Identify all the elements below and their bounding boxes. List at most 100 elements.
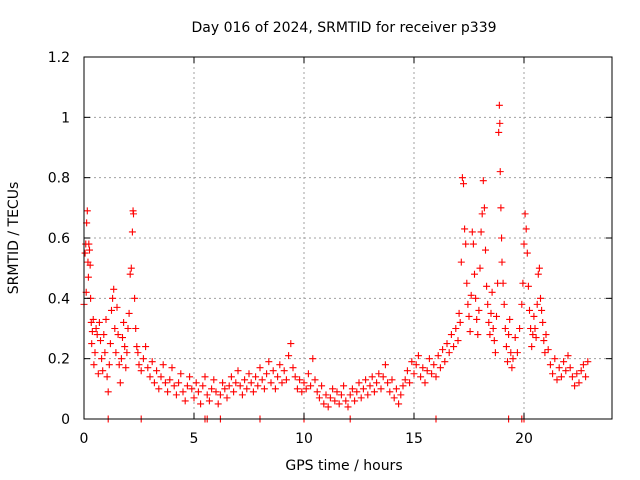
data-point — [221, 385, 229, 393]
y-tick-label: 0.8 — [48, 171, 70, 187]
data-point — [406, 379, 414, 387]
data-point — [370, 388, 378, 396]
data-point — [530, 312, 538, 320]
data-point — [86, 261, 94, 269]
data-point — [520, 240, 528, 248]
data-point — [130, 210, 137, 218]
data-point — [150, 379, 158, 387]
data-point — [535, 264, 543, 272]
data-point — [260, 385, 268, 393]
data-point — [375, 370, 383, 378]
data-point — [93, 331, 101, 339]
data-point — [533, 300, 541, 308]
data-point — [313, 388, 321, 396]
x-tick-labels: 0 5 10 15 20 — [80, 431, 533, 447]
data-point — [577, 367, 585, 375]
data-point — [455, 309, 463, 317]
data-point — [564, 352, 572, 360]
data-point — [175, 379, 183, 387]
data-point — [425, 355, 433, 363]
data-point — [410, 370, 418, 378]
data-point — [401, 376, 409, 384]
data-point — [265, 358, 273, 366]
x-tick-label: 10 — [295, 431, 313, 447]
data-point — [214, 400, 222, 408]
data-point — [423, 367, 431, 375]
data-point — [271, 385, 279, 393]
data-point — [322, 391, 330, 399]
data-point — [373, 379, 381, 387]
data-point — [408, 358, 416, 366]
data-point — [135, 361, 143, 369]
data-point — [274, 373, 282, 381]
data-point — [353, 388, 361, 396]
data-point — [190, 394, 198, 402]
data-point — [324, 403, 332, 411]
data-point — [562, 367, 570, 375]
data-point — [469, 240, 477, 248]
data-point — [155, 385, 163, 393]
data-point — [84, 273, 92, 281]
data-point — [172, 391, 180, 399]
data-point — [110, 285, 118, 293]
data-point — [454, 337, 462, 345]
data-point — [436, 364, 444, 372]
data-point — [538, 306, 546, 314]
x-tick-label: 15 — [405, 431, 423, 447]
data-point — [269, 367, 277, 375]
data-point — [119, 334, 126, 342]
data-point — [300, 379, 308, 387]
data-point — [497, 204, 505, 212]
data-point — [114, 331, 122, 339]
data-point — [203, 391, 211, 399]
data-point — [205, 397, 213, 405]
data-point — [489, 325, 497, 332]
data-point — [447, 331, 455, 339]
data-point — [291, 373, 299, 381]
data-point — [98, 355, 106, 363]
data-point — [464, 300, 472, 308]
data-point — [479, 177, 487, 185]
data-point — [428, 370, 436, 378]
data-point — [298, 388, 306, 396]
data-point — [509, 355, 517, 363]
data-point — [496, 119, 504, 127]
data-point — [115, 361, 123, 369]
data-point — [116, 379, 124, 387]
data-point — [430, 361, 438, 369]
data-point — [485, 318, 493, 326]
data-point — [557, 373, 565, 381]
data-point — [131, 294, 139, 302]
data-point — [337, 391, 345, 399]
data-point — [403, 367, 411, 375]
data-point — [539, 318, 547, 326]
data-point — [157, 373, 165, 381]
data-point — [256, 364, 264, 372]
data-point — [388, 376, 396, 384]
data-point — [495, 128, 503, 136]
data-point — [144, 364, 152, 372]
data-point — [566, 364, 574, 372]
data-point — [192, 379, 200, 387]
data-point — [359, 385, 367, 393]
data-point — [452, 325, 460, 332]
data-point — [329, 385, 337, 393]
data-point — [467, 291, 475, 299]
data-point — [501, 325, 509, 332]
data-point — [466, 328, 474, 336]
data-point — [132, 325, 140, 332]
data-point — [477, 228, 485, 236]
data-point — [549, 370, 557, 378]
data-point — [340, 382, 348, 390]
data-point — [166, 376, 174, 384]
data-point — [355, 379, 363, 387]
data-point — [521, 210, 529, 218]
data-point — [399, 382, 407, 390]
data-point — [282, 376, 290, 384]
data-point — [164, 388, 172, 396]
data-point — [106, 340, 114, 348]
data-point — [537, 294, 544, 302]
data-point — [532, 334, 540, 342]
data-point — [126, 270, 134, 278]
data-point — [498, 258, 506, 266]
